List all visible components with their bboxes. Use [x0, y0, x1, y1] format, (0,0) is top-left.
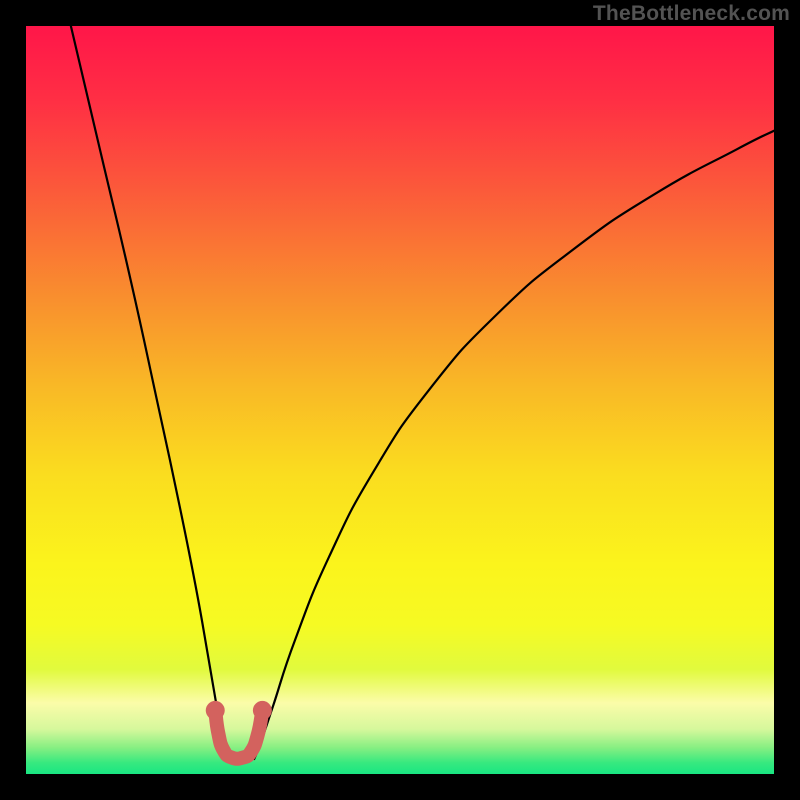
watermark-text: TheBottleneck.com — [593, 2, 790, 26]
valley-endpoint-right — [253, 701, 272, 720]
valley-endpoint-left — [206, 701, 225, 720]
bottleneck-curve — [26, 26, 774, 774]
valley-marker — [215, 710, 262, 758]
chart-root: TheBottleneck.com — [0, 0, 800, 800]
curve-left-branch — [71, 26, 228, 759]
curve-right-branch — [254, 131, 774, 759]
plot-area — [26, 26, 774, 774]
